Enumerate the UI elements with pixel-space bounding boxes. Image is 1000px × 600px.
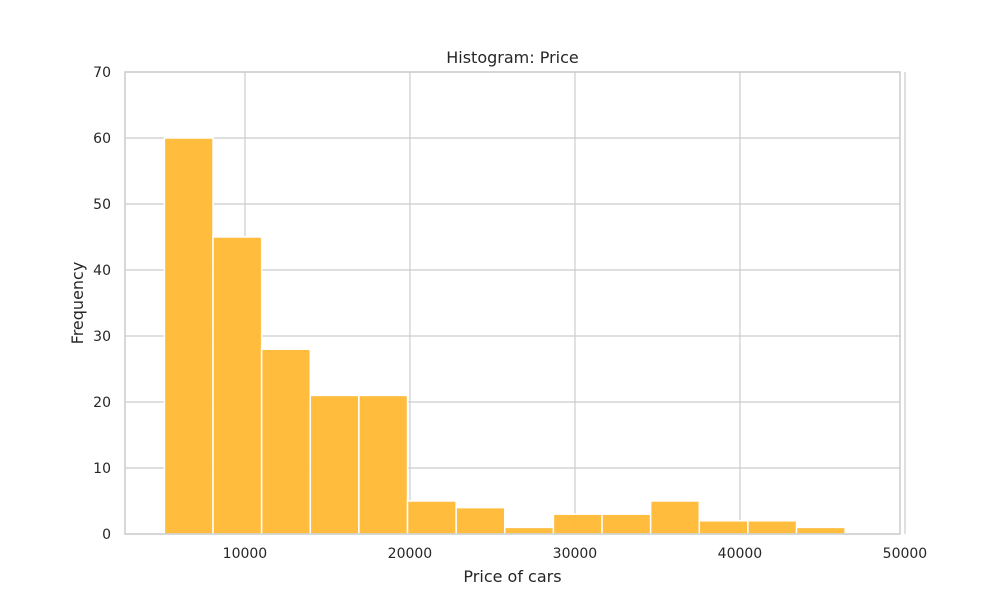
histogram-bar-8 <box>504 526 555 535</box>
y-tick-label: 70 <box>93 65 111 81</box>
x-tick-label: 40000 <box>718 546 763 562</box>
histogram-bar-13 <box>747 520 798 535</box>
y-axis-label: Frequency <box>68 262 87 345</box>
y-tick-label: 0 <box>102 527 111 543</box>
plot-frame <box>124 71 901 535</box>
y-tick-label: 40 <box>93 263 111 279</box>
histogram-bar-9 <box>552 513 603 535</box>
y-tick-label: 30 <box>93 329 111 345</box>
chart-title: Histogram: Price <box>446 48 579 67</box>
tick-layer: 10000 20000 30000 40000 50000 0 10 20 30 40 50 60 70 <box>93 65 927 562</box>
x-axis-label: Price of cars <box>463 567 561 586</box>
y-tick-label: 10 <box>93 461 111 477</box>
y-tick-label: 50 <box>93 197 111 213</box>
histogram-bar-10 <box>601 513 652 535</box>
histogram-bar-7 <box>455 506 506 535</box>
histogram-bar-2 <box>212 236 263 535</box>
histogram-bar-14 <box>795 526 846 535</box>
bar-layer <box>163 137 846 535</box>
x-tick-label: 20000 <box>388 546 433 562</box>
histogram-bar-5 <box>358 394 409 535</box>
x-tick-label: 50000 <box>883 546 928 562</box>
histogram-bar-11 <box>649 500 701 535</box>
y-tick-label: 60 <box>93 131 111 147</box>
x-tick-label: 10000 <box>223 546 268 562</box>
x-tick-label: 30000 <box>553 546 598 562</box>
histogram-bar-3 <box>260 348 312 535</box>
histogram-bar-12 <box>698 520 749 535</box>
y-tick-label: 20 <box>93 395 111 411</box>
histogram-bar-1 <box>163 137 214 535</box>
histogram-bar-4 <box>309 394 360 535</box>
histogram-bar-6 <box>406 500 457 535</box>
